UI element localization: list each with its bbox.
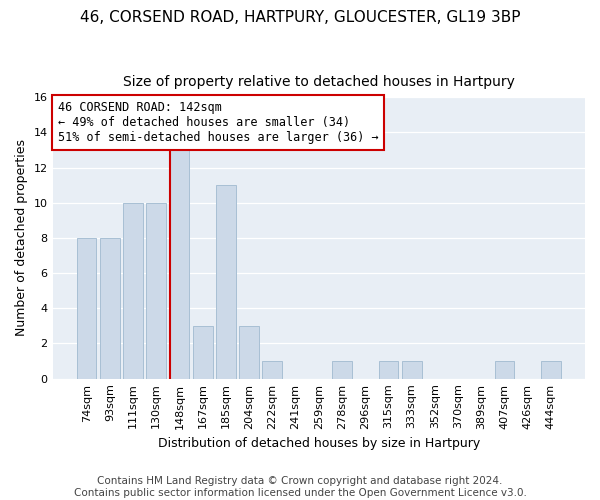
Bar (332, 361, 352, 378)
Text: 46, CORSEND ROAD, HARTPURY, GLOUCESTER, GL19 3BP: 46, CORSEND ROAD, HARTPURY, GLOUCESTER, … (80, 10, 520, 25)
Bar (216, 185, 236, 378)
Y-axis label: Number of detached properties: Number of detached properties (15, 140, 28, 336)
Bar (193, 326, 212, 378)
X-axis label: Distribution of detached houses by size in Hartpury: Distribution of detached houses by size … (158, 437, 480, 450)
Bar (123, 202, 143, 378)
Bar (146, 202, 166, 378)
Bar (402, 361, 422, 378)
Text: Contains HM Land Registry data © Crown copyright and database right 2024.
Contai: Contains HM Land Registry data © Crown c… (74, 476, 526, 498)
Title: Size of property relative to detached houses in Hartpury: Size of property relative to detached ho… (123, 75, 515, 89)
Text: 46 CORSEND ROAD: 142sqm
← 49% of detached houses are smaller (34)
51% of semi-de: 46 CORSEND ROAD: 142sqm ← 49% of detache… (58, 102, 379, 144)
Bar (541, 361, 561, 378)
Bar (262, 361, 282, 378)
Bar (77, 238, 97, 378)
Bar (494, 361, 514, 378)
Bar (239, 326, 259, 378)
Bar (100, 238, 119, 378)
Bar (379, 361, 398, 378)
Bar (170, 150, 190, 378)
